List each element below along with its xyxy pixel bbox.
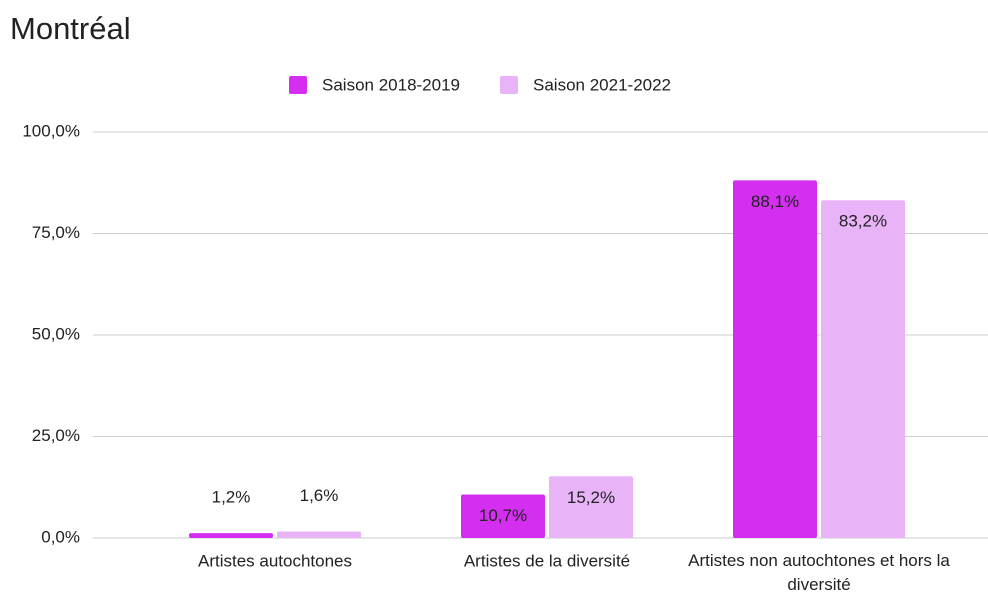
y-tick-label: 50,0%: [32, 324, 80, 343]
y-tick-label: 0,0%: [41, 527, 80, 546]
bar: [549, 476, 633, 538]
y-tick-label: 75,0%: [32, 223, 80, 242]
chart-title: Montréal: [10, 11, 131, 46]
legend-label: Saison 2021-2022: [533, 75, 671, 94]
data-label: 1,2%: [212, 488, 251, 507]
bar: [733, 180, 817, 538]
data-label: 88,1%: [751, 192, 799, 211]
data-label: 10,7%: [479, 506, 527, 525]
bar: [277, 531, 361, 538]
y-tick-label: 100,0%: [22, 121, 80, 140]
data-label: 15,2%: [567, 488, 615, 507]
x-tick-label: Artistes de la diversité: [464, 551, 630, 570]
bar: [461, 494, 545, 538]
legend-label: Saison 2018-2019: [322, 75, 460, 94]
bar: [821, 200, 905, 538]
data-label: 83,2%: [839, 212, 887, 231]
bar: [189, 533, 273, 538]
data-label: 1,6%: [300, 486, 339, 505]
legend-swatch: [289, 76, 307, 94]
legend-swatch: [500, 76, 519, 94]
x-tick-label: Artistes non autochtones et hors la diver…: [688, 551, 950, 594]
x-tick-label: Artistes autochtones: [198, 551, 352, 570]
y-tick-label: 25,0%: [32, 426, 80, 445]
